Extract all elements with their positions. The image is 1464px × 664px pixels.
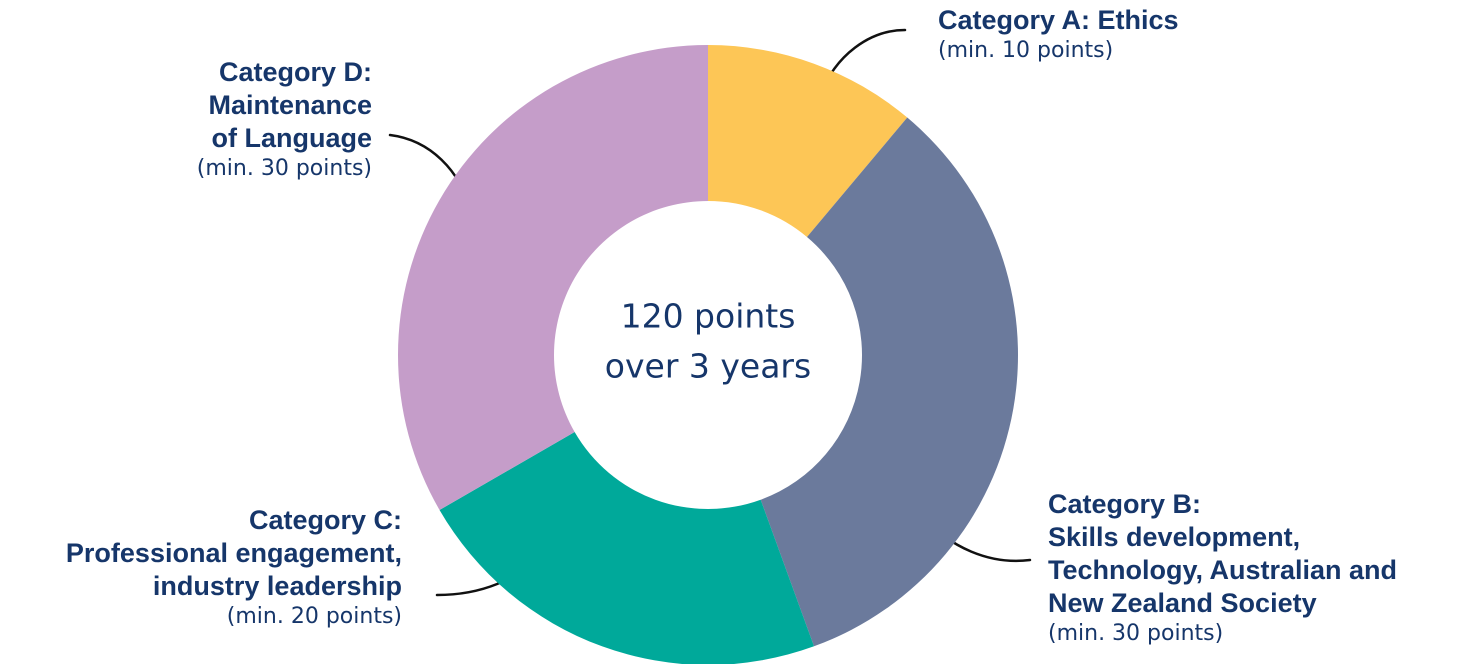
value-label: (min. 30 points) — [1048, 621, 1223, 646]
value-label: (min. 30 points) — [197, 156, 372, 181]
center-text: 120 points — [621, 297, 796, 336]
value-label: (min. 10 points) — [938, 38, 1113, 63]
category-label: Category C: — [249, 505, 402, 535]
donut-segment — [439, 432, 815, 664]
category-label: of Language — [212, 123, 373, 153]
category-label: industry leadership — [153, 571, 402, 601]
donut-segment — [760, 117, 1018, 647]
category-label: Category D: — [219, 57, 372, 87]
category-label: Skills development, — [1048, 522, 1300, 552]
category-label: New Zealand Society — [1048, 588, 1317, 618]
category-label: Category A: Ethics — [938, 5, 1179, 35]
donut-segment — [398, 45, 708, 510]
category-label: Professional engagement, — [66, 538, 402, 568]
category-label: Category B: — [1048, 489, 1201, 519]
category-label: Maintenance — [208, 90, 372, 120]
donut-segment — [708, 45, 908, 238]
category-label: Technology, Australian and — [1048, 555, 1397, 585]
value-label: (min. 20 points) — [227, 604, 402, 629]
center-text: over 3 years — [605, 347, 811, 386]
